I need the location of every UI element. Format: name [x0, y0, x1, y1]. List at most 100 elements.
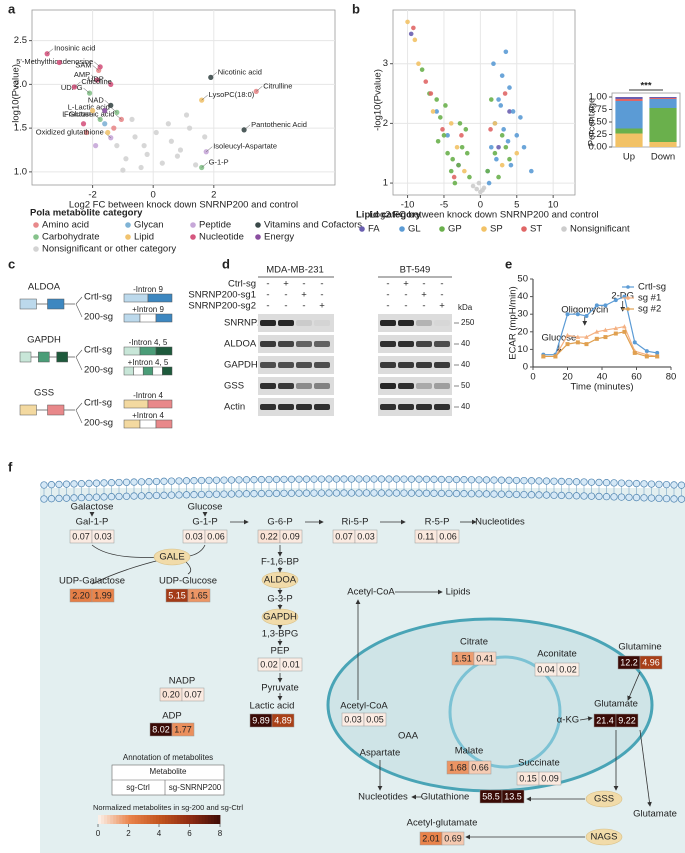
pathway-label: F-1,6-BP [261, 557, 299, 568]
lane-sign: - [320, 290, 323, 301]
metabolite-name: G-1-P [192, 517, 217, 528]
point-label: Citicoline [81, 77, 111, 86]
bar-segment [615, 128, 643, 134]
legend-label: Nonsignificant [570, 224, 630, 235]
legend-marker [190, 222, 196, 228]
blot-band [434, 362, 450, 368]
membrane-head [212, 490, 221, 498]
heat-value: 0.03 [185, 531, 203, 541]
colorbar-step [134, 815, 139, 824]
membrane-head [130, 492, 138, 500]
membrane-head [580, 478, 588, 486]
membrane-head [242, 490, 251, 498]
pathway-label: Glucose [188, 502, 223, 513]
data-point [541, 354, 546, 359]
blot-band [278, 320, 294, 326]
colorbar-title: Normalized metabolites in sg-200 and sg-… [93, 803, 243, 812]
membrane-head [182, 477, 191, 485]
data-point [503, 144, 509, 150]
membrane-head [602, 478, 611, 487]
lane-sign: - [440, 279, 443, 290]
blot-band [278, 341, 294, 347]
heat-value: 1.77 [174, 724, 192, 734]
leader-line [94, 61, 101, 68]
y-tick-label: 0.50 [589, 117, 608, 128]
lane-sign: + [319, 301, 325, 312]
lane-sign: - [266, 301, 269, 312]
x-tick-label: -10 [401, 200, 415, 211]
data-point [174, 153, 181, 159]
membrane-head [257, 475, 266, 484]
membrane-head [212, 476, 221, 484]
lane-sign: - [386, 301, 389, 312]
blot-strip [378, 398, 452, 416]
colorbar-step [113, 815, 117, 824]
leader-line [115, 114, 122, 120]
blot-band [398, 383, 414, 389]
membrane-head [670, 495, 678, 503]
data-point [448, 168, 454, 174]
data-point [459, 144, 465, 150]
blot-band [314, 404, 330, 410]
membrane-head [415, 489, 423, 497]
data-point [575, 334, 581, 339]
membrane-head [355, 475, 363, 483]
data-point [440, 127, 445, 132]
x-tick-label: 2 [211, 190, 216, 201]
membrane-head [437, 489, 446, 498]
metabolite-name: ADP [162, 711, 182, 722]
membrane-head [107, 493, 116, 501]
membrane-head [595, 492, 603, 501]
heat-value: 0.20 [162, 689, 180, 699]
data-point [603, 327, 608, 332]
membrane-head [655, 494, 663, 503]
colorbar-step [159, 815, 163, 824]
membrane-head [175, 477, 183, 485]
membrane-head [55, 480, 63, 489]
membrane-head [77, 494, 86, 502]
kda-label: 40 [461, 339, 470, 348]
membrane-head [677, 481, 685, 489]
enzyme-oval [585, 828, 623, 846]
membrane-head [362, 475, 371, 483]
membrane-head [190, 491, 198, 499]
membrane-head [625, 479, 633, 487]
colorbar-tick-label: 0 [96, 829, 101, 838]
colorbar-step [204, 815, 209, 824]
data-point [470, 183, 476, 189]
blot-band [398, 320, 414, 326]
panel-label: a [8, 1, 16, 16]
leader-line [256, 86, 263, 92]
x-tick-label: -2 [88, 190, 96, 201]
bar-segment [615, 133, 643, 147]
blot-band [296, 341, 312, 347]
membrane-head [640, 480, 648, 488]
lane-sign: - [422, 279, 425, 290]
y-tick-label: 20 [517, 326, 528, 337]
point-label: NAD [88, 95, 104, 104]
data-point [102, 121, 108, 127]
data-point [430, 109, 436, 114]
heat-value: 4.89 [274, 715, 292, 725]
metabolite-name: G-6-P [267, 517, 292, 528]
legend-marker [481, 226, 487, 232]
data-point [132, 134, 138, 140]
legend-label: GL [408, 224, 421, 235]
data-point [454, 144, 460, 150]
cell-line-label: MDA-MB-231 [266, 265, 324, 276]
kda-label: 250 [461, 318, 475, 327]
x-tick-label: 0 [151, 190, 156, 201]
membrane-head [587, 492, 596, 500]
legend-marker [125, 222, 131, 228]
legend-label: SP [490, 224, 503, 235]
heat-cell [91, 529, 115, 544]
membrane-head [280, 489, 288, 497]
arrow [627, 671, 641, 701]
membrane-head [355, 489, 363, 497]
leader-line [201, 162, 208, 168]
y-tick-label: 1.0 [14, 166, 27, 177]
point-label: G-1-P [209, 157, 229, 166]
data-point [423, 79, 429, 84]
blot-band [260, 341, 276, 347]
membrane-head [197, 490, 206, 499]
